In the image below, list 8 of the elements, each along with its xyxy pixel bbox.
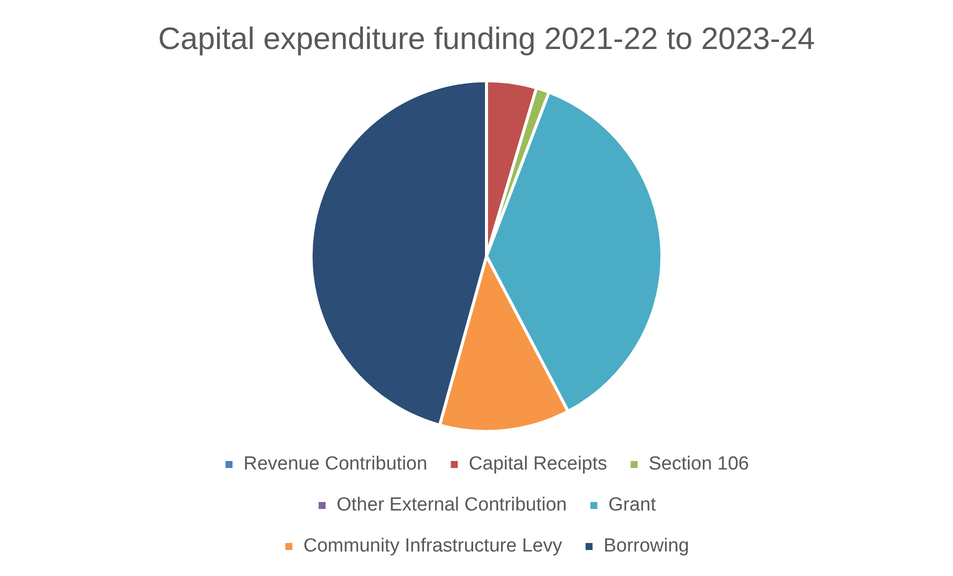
legend-label: Capital Receipts	[468, 454, 608, 475]
legend-label: Revenue Contribution	[244, 454, 428, 475]
legend-label: Other External Contribution	[336, 494, 567, 516]
legend-label: Grant	[608, 494, 657, 516]
chart-title: Capital expenditure funding 2021-22 to 2023-24	[158, 21, 815, 56]
legend-label: Borrowing	[604, 536, 690, 557]
legend-label: Community Infrastructure Levy	[303, 536, 563, 557]
legend-label: Section 106	[648, 454, 749, 475]
